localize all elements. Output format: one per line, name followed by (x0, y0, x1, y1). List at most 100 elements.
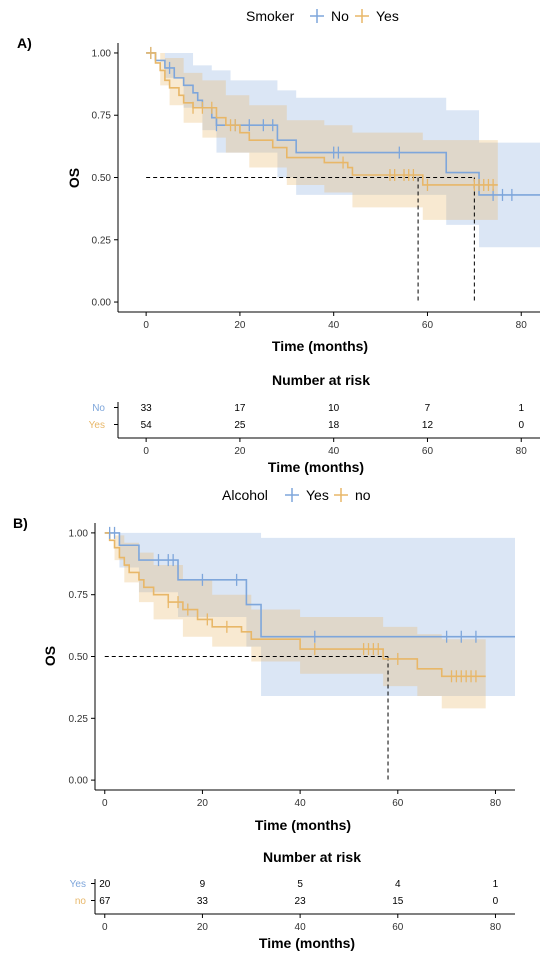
risk-value: 25 (234, 420, 246, 431)
risk-row-label: no (75, 896, 87, 907)
risk-x-tick-label: 60 (392, 922, 404, 933)
panel-a-median-lines (146, 177, 475, 303)
panel-a-risk-values: No 33 17 10 7 1 Yes 54 25 18 12 0 (89, 403, 525, 431)
panel-b-risk-values: Yes 20 9 5 4 1 no 67 33 23 15 0 (70, 879, 499, 907)
x-tick-label: 60 (422, 320, 434, 331)
y-tick-label: 0.00 (69, 776, 89, 787)
risk-x-tick-label: 80 (490, 922, 502, 933)
y-tick-label: 0.75 (92, 111, 112, 122)
panel-a-censor-marks (150, 46, 513, 201)
risk-row-label: No (92, 403, 105, 414)
panel-b-legend-label-2: no (355, 487, 371, 503)
risk-value: 7 (425, 403, 431, 414)
y-tick-label: 0.00 (92, 298, 112, 309)
x-tick-label: 80 (490, 798, 502, 809)
x-tick-label: 20 (234, 320, 246, 331)
panel-a-legend-title: Smoker (246, 8, 295, 24)
panel-a-legend-label-1: No (331, 8, 349, 24)
x-tick-label: 40 (328, 320, 340, 331)
panel-b-median-lines (104, 656, 389, 781)
risk-x-tick-label: 20 (197, 922, 209, 933)
panel-a-ci-bands (146, 52, 540, 248)
risk-value: 33 (197, 896, 209, 907)
panel-b-risk-title: Number at risk (263, 849, 361, 865)
panel-a-label: A) (17, 35, 32, 51)
ci-band-2 (104, 532, 486, 709)
panel-b-label: B) (13, 515, 28, 531)
panel-b-legend-key-1 (285, 488, 299, 502)
risk-x-tick-label: 20 (234, 446, 246, 457)
panel-a-risk-x-axis-title: Time (months) (268, 459, 364, 475)
risk-value: 4 (395, 879, 401, 890)
x-tick-label: 0 (143, 320, 149, 331)
ci-band-2 (146, 52, 498, 220)
panel-a-plot: 0.00 0.25 0.50 0.75 1.00 0 20 40 60 80 OS Time (… (66, 43, 540, 354)
panel-b-legend: Alcohol Yes no (222, 487, 371, 503)
panel-b-x-axis-title: Time (months) (255, 817, 351, 833)
risk-row-label: Yes (89, 420, 105, 431)
risk-value: 0 (518, 420, 524, 431)
x-tick-label: 0 (102, 798, 108, 809)
y-tick-label: 0.25 (69, 714, 89, 725)
panel-b-y-ticks: 0.00 0.25 0.50 0.75 1.00 (69, 528, 95, 787)
risk-value: 67 (99, 896, 111, 907)
panel-a-x-axis-title: Time (months) (272, 338, 368, 354)
y-tick-label: 0.50 (69, 652, 89, 663)
panel-a-risk-table: Number at risk No 33 17 10 7 1 Yes 54 25 18 12 0 0 2… (89, 372, 540, 475)
risk-x-tick-label: 40 (295, 922, 307, 933)
panel-a: A) Smoker No Yes 0.00 0.25 0.50 0.75 1.00 (17, 8, 540, 475)
panel-b-legend-key-2 (334, 488, 348, 502)
panel-a-risk-title: Number at risk (272, 372, 370, 388)
risk-value: 18 (328, 420, 340, 431)
x-tick-label: 80 (516, 320, 528, 331)
risk-value: 1 (518, 403, 524, 414)
survival-curve-2 (104, 532, 486, 678)
panel-b-plot: 0.00 0.25 0.50 0.75 1.00 0 20 40 60 80 OS Time (… (42, 523, 515, 833)
y-tick-label: 0.50 (92, 173, 112, 184)
panel-b: B) Alcohol Yes no 0.00 0.25 0.50 0.75 1.00 (13, 487, 515, 951)
panel-b-risk-table: Number at risk Yes 20 9 5 4 1 no 67 33 23 15 0 0 20 4… (70, 849, 515, 951)
panel-a-legend: Smoker No Yes (246, 8, 399, 24)
risk-value: 33 (141, 403, 153, 414)
panel-a-x-ticks: 0 20 40 60 80 (143, 312, 527, 331)
risk-x-tick-label: 40 (328, 446, 340, 457)
panel-a-risk-x-ticks: 0 20 40 60 80 (143, 438, 527, 457)
risk-value: 0 (493, 896, 499, 907)
risk-x-tick-label: 0 (143, 446, 149, 457)
panel-a-y-ticks: 0.00 0.25 0.50 0.75 1.00 (92, 48, 118, 309)
panel-b-censor-marks (109, 526, 477, 683)
y-tick-label: 1.00 (69, 528, 89, 539)
risk-row-label: Yes (70, 879, 86, 890)
panel-a-legend-key-2 (355, 9, 369, 23)
risk-value: 1 (493, 879, 499, 890)
risk-value: 20 (99, 879, 111, 890)
risk-value: 23 (295, 896, 307, 907)
risk-x-tick-label: 0 (102, 922, 108, 933)
panel-a-legend-label-2: Yes (376, 8, 399, 24)
risk-x-tick-label: 60 (422, 446, 434, 457)
panel-b-survival-curves (104, 532, 515, 678)
panel-b-legend-title: Alcohol (222, 487, 268, 503)
panel-b-legend-label-1: Yes (306, 487, 329, 503)
y-tick-label: 0.75 (69, 590, 89, 601)
risk-value: 54 (141, 420, 153, 431)
panel-b-ci-bands (104, 532, 515, 709)
survival-curve-2 (146, 52, 498, 186)
risk-value: 17 (234, 403, 246, 414)
risk-value: 10 (328, 403, 340, 414)
panel-b-y-axis-title: OS (42, 646, 58, 666)
panel-a-y-axis-title: OS (66, 168, 82, 188)
x-tick-label: 60 (392, 798, 404, 809)
risk-value: 5 (297, 879, 303, 890)
ci-band-1 (146, 52, 540, 248)
risk-x-tick-label: 80 (516, 446, 528, 457)
risk-value: 12 (422, 420, 434, 431)
panel-b-risk-x-axis-title: Time (months) (259, 935, 355, 951)
panel-a-legend-key-1 (310, 9, 324, 23)
panel-b-x-ticks: 0 20 40 60 80 (102, 790, 501, 809)
risk-value: 9 (200, 879, 206, 890)
y-tick-label: 0.25 (92, 235, 112, 246)
x-tick-label: 20 (197, 798, 209, 809)
y-tick-label: 1.00 (92, 48, 112, 59)
